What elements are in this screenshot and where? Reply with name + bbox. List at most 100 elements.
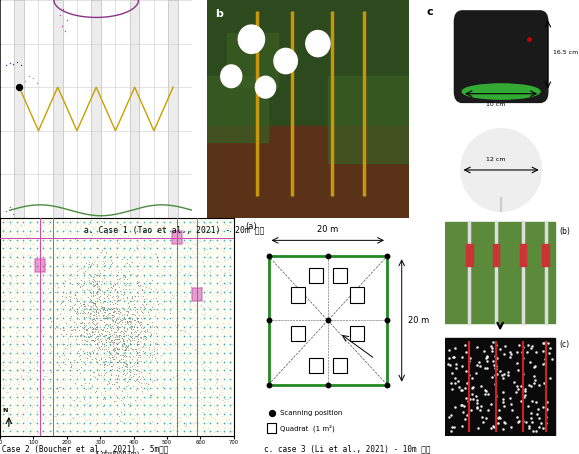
Point xyxy=(95,356,104,364)
Point xyxy=(115,336,124,343)
Point xyxy=(129,279,138,286)
Point xyxy=(199,219,208,227)
Point xyxy=(181,378,190,385)
Point xyxy=(54,252,64,259)
Point xyxy=(109,346,118,353)
Point xyxy=(136,307,145,314)
Point xyxy=(539,340,548,347)
Point xyxy=(74,405,83,412)
Point xyxy=(69,321,78,329)
Point xyxy=(104,336,113,343)
Point xyxy=(5,261,14,268)
Point xyxy=(79,415,89,422)
Point xyxy=(125,274,134,281)
Point xyxy=(113,326,123,333)
Point xyxy=(209,313,218,320)
Point xyxy=(104,305,113,312)
Point xyxy=(84,263,93,271)
Point xyxy=(89,373,98,380)
Point xyxy=(12,367,21,375)
Point xyxy=(111,387,120,394)
Point xyxy=(72,267,81,274)
Point xyxy=(19,263,28,271)
Point xyxy=(97,419,106,427)
Point xyxy=(71,295,80,302)
Point xyxy=(50,254,59,262)
Point xyxy=(46,299,55,306)
Point xyxy=(216,427,225,434)
Point xyxy=(22,387,31,395)
Point xyxy=(518,354,527,361)
Point xyxy=(215,241,224,248)
Point xyxy=(106,354,115,361)
Point xyxy=(77,384,86,391)
Point xyxy=(66,394,75,401)
Point xyxy=(43,285,53,292)
Point xyxy=(141,358,151,365)
Point xyxy=(208,415,217,422)
Point xyxy=(118,333,127,340)
Point xyxy=(210,230,219,237)
Point xyxy=(123,318,132,326)
Point xyxy=(27,328,36,335)
Point xyxy=(180,328,189,336)
Point xyxy=(174,415,184,422)
Point xyxy=(120,312,129,319)
Point xyxy=(75,365,84,373)
Point xyxy=(103,291,112,299)
Point xyxy=(144,284,153,291)
Point xyxy=(109,334,119,341)
Point xyxy=(205,399,214,406)
Point xyxy=(3,231,13,238)
Point xyxy=(13,327,23,334)
Point xyxy=(64,256,74,263)
Point xyxy=(496,345,505,352)
Point xyxy=(98,261,108,268)
Point xyxy=(74,237,83,244)
Point xyxy=(522,419,531,426)
Point xyxy=(94,271,104,279)
Point xyxy=(138,309,147,316)
Point xyxy=(105,430,114,437)
Point xyxy=(73,249,82,256)
Point xyxy=(87,358,96,365)
Point xyxy=(122,369,131,376)
Point xyxy=(108,360,117,368)
Point xyxy=(198,340,207,348)
Point xyxy=(106,372,115,379)
Point xyxy=(88,325,97,332)
Point xyxy=(3,256,12,263)
Point xyxy=(42,271,51,279)
Point xyxy=(192,226,201,233)
Point xyxy=(44,322,53,330)
Point xyxy=(127,362,136,370)
Point xyxy=(98,345,107,353)
Point xyxy=(34,408,43,415)
Point xyxy=(179,327,188,334)
Point xyxy=(160,248,169,255)
Point xyxy=(144,370,153,377)
Point xyxy=(154,236,163,243)
Point xyxy=(157,317,167,324)
Point xyxy=(81,227,90,234)
Point xyxy=(120,260,130,267)
Point xyxy=(138,282,147,289)
Point xyxy=(168,423,178,430)
Point xyxy=(167,303,176,311)
Point xyxy=(188,240,197,247)
Point xyxy=(544,350,554,357)
Point xyxy=(129,415,138,423)
Point xyxy=(86,245,96,252)
Point xyxy=(72,296,81,304)
Point xyxy=(523,348,532,355)
Point xyxy=(108,380,117,387)
Text: a. Case 1 (Tao et al., 2021) - 20m 간격: a. Case 1 (Tao et al., 2021) - 20m 간격 xyxy=(83,226,264,235)
Point xyxy=(105,321,115,328)
Point xyxy=(112,238,121,246)
Point xyxy=(137,309,146,316)
Point xyxy=(28,302,38,309)
Point xyxy=(219,234,229,242)
Point xyxy=(80,380,89,387)
Point xyxy=(115,317,124,325)
Point xyxy=(88,307,97,315)
